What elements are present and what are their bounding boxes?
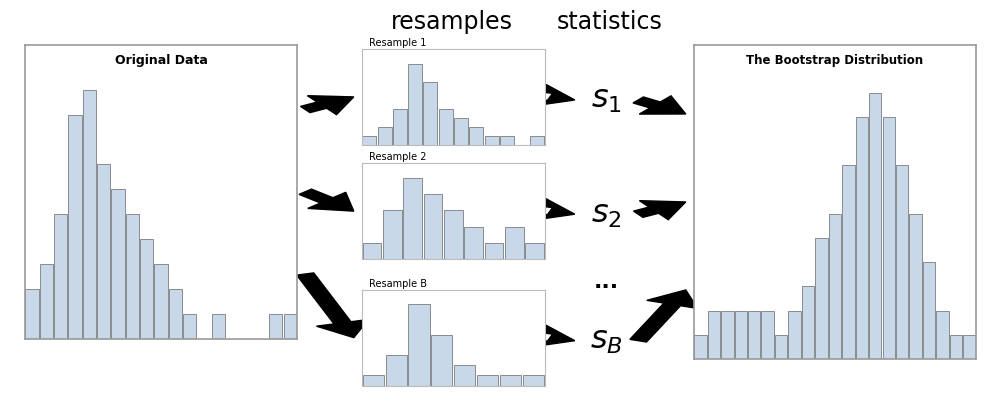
Bar: [383, 211, 401, 259]
FancyArrow shape: [630, 290, 698, 342]
Bar: [708, 310, 720, 359]
Bar: [505, 226, 524, 259]
Bar: [68, 115, 81, 339]
Bar: [465, 226, 484, 259]
Bar: [802, 286, 815, 359]
Bar: [392, 109, 407, 145]
Text: Original Data: Original Data: [115, 54, 207, 67]
Bar: [378, 127, 391, 145]
Bar: [270, 314, 282, 339]
Text: The Bootstrap Distribution: The Bootstrap Distribution: [746, 54, 924, 67]
Text: statistics: statistics: [557, 10, 662, 34]
Bar: [212, 314, 225, 339]
Text: Resample 1: Resample 1: [369, 38, 426, 48]
Bar: [168, 289, 182, 339]
Bar: [283, 314, 296, 339]
FancyArrow shape: [300, 96, 354, 115]
Text: ...: ...: [441, 277, 467, 298]
Bar: [842, 165, 854, 359]
FancyArrow shape: [633, 201, 686, 220]
Bar: [775, 335, 787, 359]
Bar: [140, 239, 154, 339]
Bar: [97, 164, 110, 339]
Bar: [748, 310, 760, 359]
Bar: [734, 310, 747, 359]
Bar: [828, 214, 841, 359]
Bar: [439, 109, 453, 145]
Bar: [816, 238, 827, 359]
Bar: [485, 243, 503, 259]
Text: Resample B: Resample B: [369, 279, 427, 289]
FancyArrow shape: [299, 189, 354, 211]
Bar: [910, 214, 922, 359]
Bar: [530, 136, 544, 145]
Bar: [111, 189, 125, 339]
Bar: [55, 214, 67, 339]
Bar: [949, 335, 962, 359]
Bar: [183, 314, 196, 339]
Bar: [423, 194, 442, 259]
Bar: [444, 211, 463, 259]
Text: ...: ...: [594, 271, 619, 292]
Text: $s_B$: $s_B$: [591, 325, 622, 356]
Bar: [721, 310, 733, 359]
Bar: [155, 264, 167, 339]
Bar: [431, 335, 453, 386]
Bar: [363, 243, 382, 259]
Bar: [478, 375, 498, 386]
Bar: [761, 310, 774, 359]
Text: Resample 2: Resample 2: [369, 153, 426, 162]
Bar: [883, 117, 895, 359]
Bar: [855, 117, 868, 359]
FancyArrow shape: [531, 85, 575, 106]
Text: $s_1$: $s_1$: [591, 84, 622, 115]
Bar: [923, 262, 936, 359]
Bar: [789, 310, 801, 359]
FancyArrow shape: [531, 326, 575, 347]
Bar: [363, 375, 384, 386]
Bar: [408, 304, 429, 386]
Bar: [869, 93, 881, 359]
Bar: [363, 136, 377, 145]
FancyArrow shape: [531, 199, 575, 220]
Bar: [485, 136, 498, 145]
FancyArrow shape: [296, 273, 369, 338]
Bar: [26, 289, 39, 339]
Bar: [408, 64, 422, 145]
Bar: [695, 335, 707, 359]
Bar: [500, 375, 521, 386]
Text: $s_2$: $s_2$: [592, 199, 621, 230]
Bar: [385, 355, 406, 386]
Bar: [454, 118, 468, 145]
Bar: [470, 127, 484, 145]
Bar: [126, 214, 139, 339]
Bar: [936, 310, 948, 359]
Bar: [403, 178, 422, 259]
Bar: [499, 136, 514, 145]
Text: resamples: resamples: [390, 10, 513, 34]
Bar: [40, 264, 53, 339]
Bar: [963, 335, 975, 359]
FancyArrow shape: [633, 96, 686, 114]
Bar: [82, 90, 96, 339]
Bar: [523, 375, 544, 386]
Bar: [525, 243, 544, 259]
Bar: [896, 165, 909, 359]
Bar: [454, 365, 476, 386]
Bar: [423, 82, 437, 145]
